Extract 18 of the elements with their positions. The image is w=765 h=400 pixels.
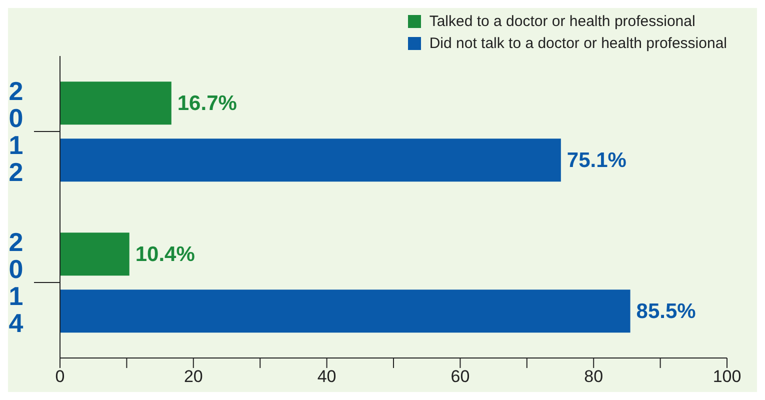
data-label: 10.4%: [135, 243, 196, 266]
x-tick-label: 80: [584, 367, 604, 386]
x-tick-label: 0: [55, 367, 65, 386]
x-tick-label: 40: [317, 367, 336, 386]
data-label: 85.5%: [636, 300, 696, 324]
bar: [60, 82, 172, 125]
bar: [60, 290, 630, 333]
legend-label: Talked to a doctor or health professional: [429, 12, 696, 30]
legend-label: Did not talk to a doctor or health professional: [429, 34, 727, 52]
x-tick-label: 100: [712, 367, 742, 386]
bar: [60, 138, 561, 182]
x-tick-label: 60: [450, 367, 470, 386]
y-tick-label: 2014: [8, 227, 24, 338]
data-label: 16.7%: [177, 92, 238, 116]
bar: [60, 232, 130, 276]
y-tick-label: 2012: [8, 76, 24, 187]
data-label: 75.1%: [566, 149, 627, 172]
x-tick-label: 20: [184, 367, 203, 386]
